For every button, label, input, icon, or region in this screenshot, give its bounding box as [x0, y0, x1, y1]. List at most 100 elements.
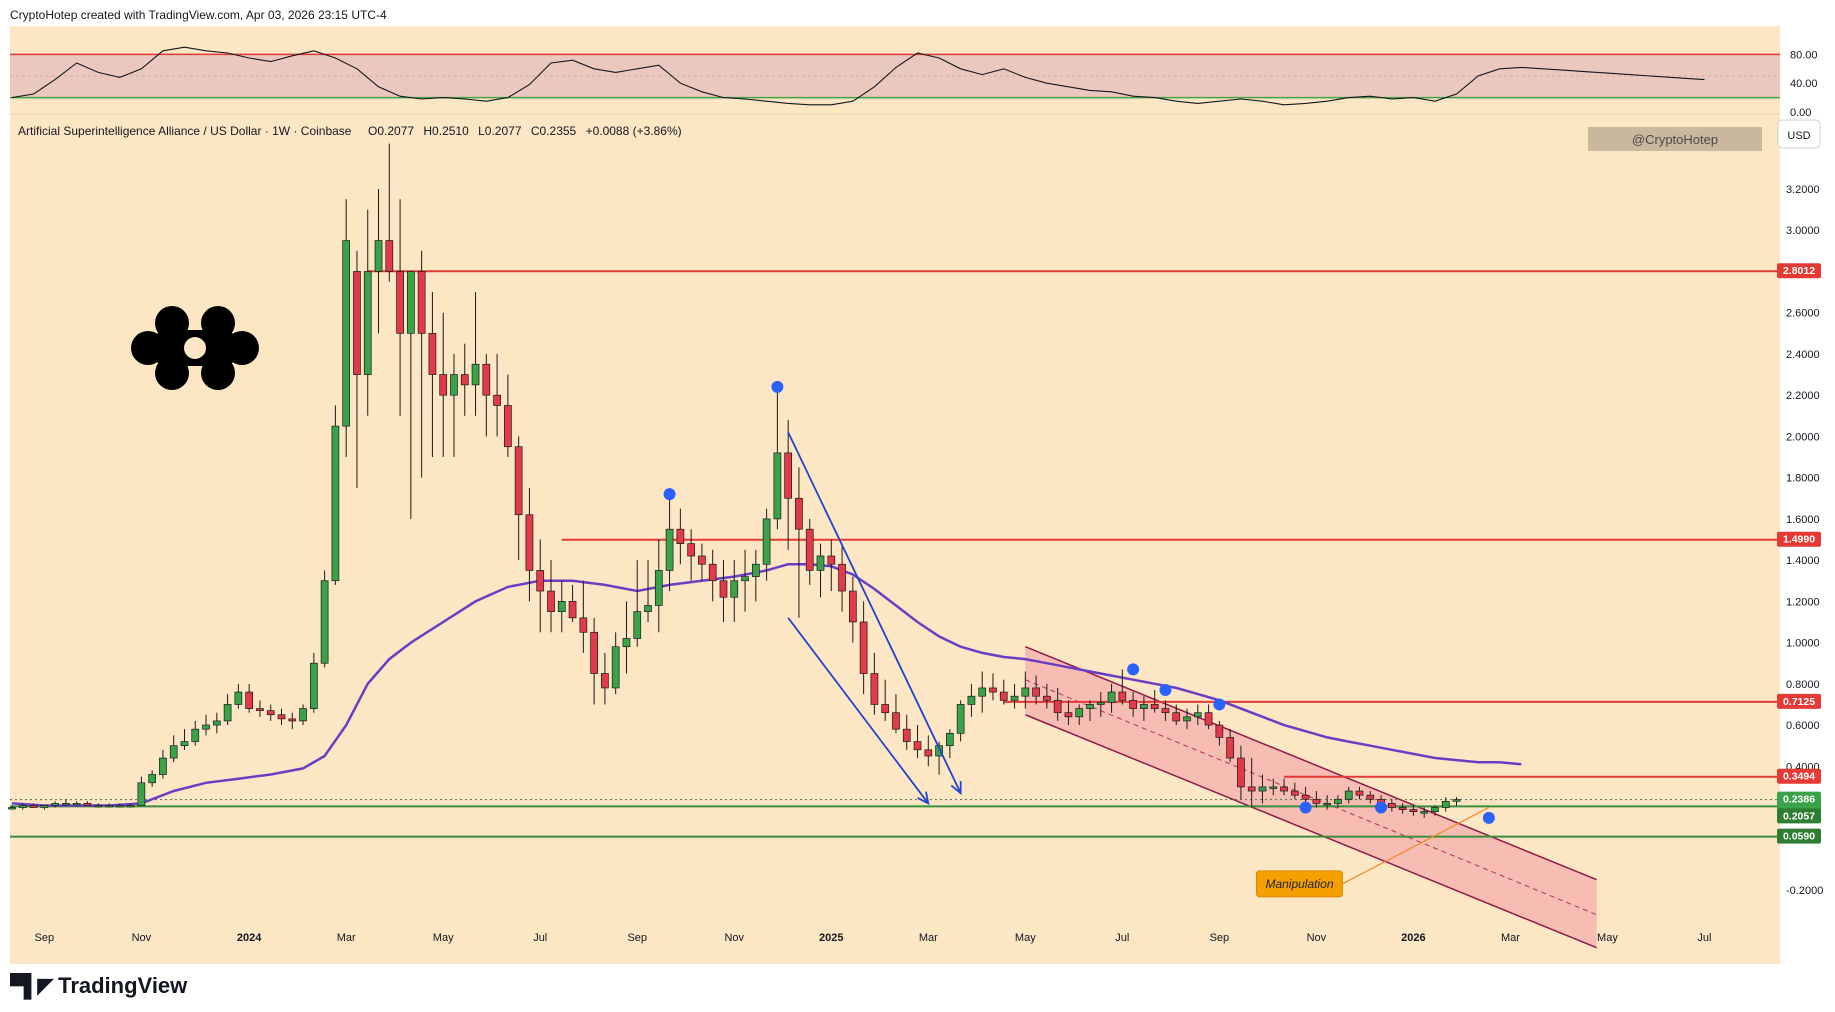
price-tick-label: -0.2000	[1786, 885, 1823, 897]
tradingview-footer[interactable]: ▀▌◤ TradingView	[10, 973, 187, 999]
ohlc-high: H0.2510	[423, 124, 469, 138]
candle	[148, 770, 156, 787]
candle-body-down	[277, 714, 286, 720]
candle-body-down	[1053, 699, 1062, 714]
time-tick-label: Sep	[627, 932, 647, 944]
candle	[83, 801, 92, 806]
candle	[773, 386, 782, 530]
candle-body-down	[870, 673, 879, 705]
candle	[1355, 786, 1364, 800]
candle-body-up	[148, 774, 156, 784]
candle	[159, 749, 167, 779]
candle-body-up	[665, 528, 674, 571]
candle-body-down	[1043, 695, 1051, 701]
price-tick-label: 3.0000	[1786, 225, 1820, 237]
candle-body-up	[935, 745, 943, 757]
candle-body-down	[1290, 790, 1299, 796]
candle	[967, 683, 976, 717]
candle	[1183, 708, 1191, 730]
candle-body-up	[1075, 708, 1084, 718]
candle	[989, 673, 997, 701]
candle-body-down	[1064, 712, 1073, 718]
candle	[525, 487, 534, 602]
candle-body-down	[385, 240, 394, 272]
time-tick-label: 2025	[819, 932, 843, 944]
candle	[439, 312, 448, 458]
candle	[1172, 704, 1181, 726]
candle	[169, 735, 178, 763]
resistance-price-label-box	[1777, 263, 1821, 279]
price-tick-label: 2.2000	[1786, 390, 1820, 402]
candle	[1021, 671, 1030, 709]
candle	[417, 250, 426, 478]
candle-body-up	[309, 662, 318, 709]
candle-body-up	[223, 704, 232, 722]
candle-body-up	[644, 605, 652, 613]
asi-logo-icon	[131, 306, 259, 390]
candle-body-down	[805, 528, 814, 571]
candle	[946, 729, 954, 759]
candle-body-down	[1172, 712, 1181, 722]
candle-body-up	[234, 691, 243, 705]
time-tick-label: Jul	[533, 932, 547, 944]
pivot-marker	[1127, 663, 1140, 676]
rsi-series-line	[11, 46, 1705, 106]
rsi-tick-label: 40.00	[1790, 78, 1818, 90]
candle-body-up	[816, 555, 825, 571]
candle-body-up	[1183, 716, 1191, 722]
candle-body-down	[913, 741, 922, 751]
time-tick-label: Mar	[1501, 932, 1520, 944]
price-tick-label: 2.4000	[1786, 349, 1820, 361]
price-tick-label: 0.8000	[1786, 679, 1820, 691]
candle	[698, 543, 706, 581]
candle-body-down	[1215, 724, 1224, 738]
candle	[999, 679, 1008, 705]
candle	[342, 199, 351, 458]
candle-body-up	[331, 425, 340, 582]
candle	[320, 570, 329, 668]
pivot-marker	[1159, 684, 1172, 697]
rsi-tick-label: 80.00	[1790, 49, 1818, 61]
price-tick-label: 1.6000	[1786, 514, 1820, 526]
pivot-marker	[663, 488, 676, 501]
candle-body-down	[924, 749, 933, 757]
candle	[115, 803, 124, 808]
candle-body-up	[1086, 704, 1094, 709]
tradingview-logo-icon: ▀▌◤	[10, 973, 54, 998]
candle	[482, 353, 491, 437]
candle-body-down	[1301, 794, 1310, 800]
pivot-marker	[771, 380, 784, 393]
candle	[1312, 791, 1321, 808]
candle	[202, 714, 210, 736]
rsi-tick-label: 0.00	[1790, 107, 1811, 119]
candle-body-down	[1366, 794, 1375, 800]
candle	[212, 712, 221, 734]
candle-body-up	[557, 601, 566, 613]
candle-body-down	[266, 710, 275, 716]
candle	[590, 617, 598, 705]
tradingview-brand: TradingView	[58, 973, 188, 998]
candle	[784, 419, 793, 550]
candle-body-down	[1204, 712, 1213, 726]
candle	[816, 543, 825, 598]
candle	[633, 560, 642, 647]
candle	[795, 467, 803, 618]
candle-body-up	[40, 805, 49, 808]
candle	[1010, 683, 1019, 709]
candle-body-down	[708, 563, 717, 582]
time-tick-label: Nov	[1307, 932, 1327, 944]
currency-button[interactable]	[1777, 119, 1821, 149]
candle	[245, 683, 254, 713]
candle	[805, 518, 814, 585]
candle	[288, 712, 297, 730]
candle	[385, 143, 394, 282]
candle-body-down	[525, 514, 534, 571]
candle	[536, 539, 545, 633]
candle-body-down	[881, 704, 890, 714]
candle-body-up	[320, 580, 329, 664]
candle-body-down	[547, 590, 555, 613]
candle-body-up	[1420, 811, 1429, 814]
candle-body-down	[1247, 786, 1256, 792]
candle-body-up	[633, 611, 642, 639]
